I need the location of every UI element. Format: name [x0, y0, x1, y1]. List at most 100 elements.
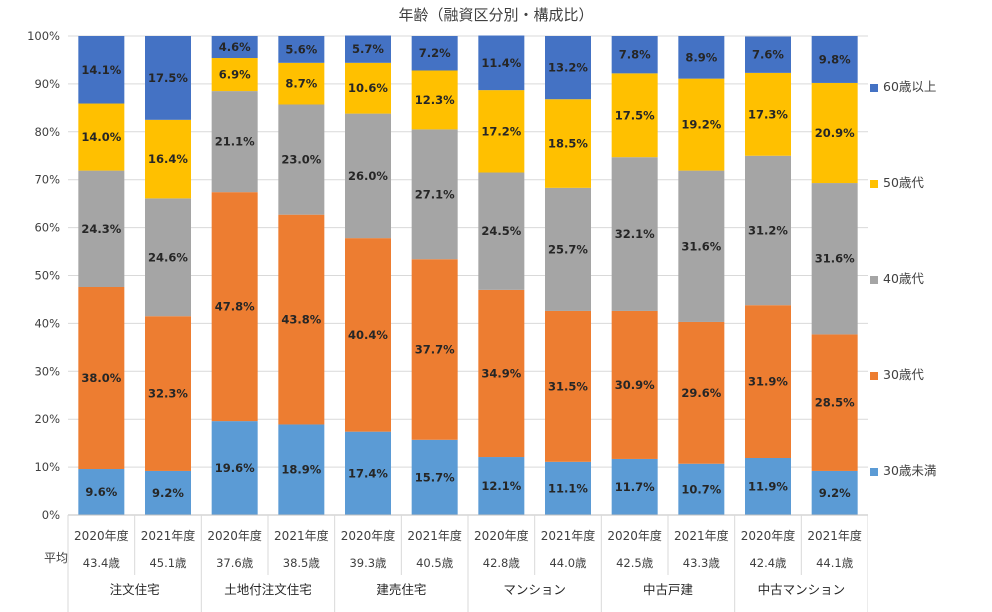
y-tick-label: 50% — [34, 269, 60, 283]
data-label: 15.7% — [415, 470, 455, 484]
x-category-label: 2020年度 — [207, 528, 262, 543]
average-age-label: 42.4歳 — [749, 556, 787, 570]
y-tick-label: 80% — [34, 125, 60, 139]
bar-segment — [745, 305, 791, 458]
data-label: 8.9% — [685, 50, 717, 64]
bar-segment — [478, 289, 525, 458]
average-age-label: 37.6歳 — [216, 556, 254, 570]
data-label: 17.3% — [748, 107, 788, 121]
data-label: 24.3% — [81, 222, 121, 236]
y-tick-label: 60% — [34, 221, 60, 235]
bar-segment — [611, 458, 658, 515]
average-age-label: 43.3歳 — [683, 556, 721, 570]
x-category-label: 2021年度 — [274, 528, 329, 543]
bar-segment — [678, 321, 725, 464]
average-age-label: 39.3歳 — [349, 556, 387, 570]
bar-segment — [345, 62, 391, 114]
average-age-label: 44.0歳 — [549, 556, 587, 570]
data-label: 7.6% — [752, 48, 784, 62]
data-label: 17.5% — [148, 71, 188, 85]
data-label: 31.2% — [748, 223, 788, 237]
data-label: 17.4% — [348, 466, 388, 480]
bar-segment — [211, 192, 258, 422]
bar-segment — [678, 463, 725, 515]
data-label: 19.6% — [215, 461, 255, 475]
data-label: 21.1% — [215, 135, 255, 149]
legend-label: 30歳代 — [883, 367, 924, 382]
legend-label: 40歳代 — [883, 271, 924, 286]
data-label: 38.0% — [81, 371, 121, 385]
bar-segment — [811, 334, 858, 471]
bar-segment — [545, 36, 591, 100]
bar-segment — [278, 36, 325, 63]
data-label: 30.9% — [615, 378, 655, 392]
data-label: 31.6% — [815, 252, 855, 266]
legend-swatch — [870, 467, 878, 476]
legend-item: 30歳未満 — [870, 460, 936, 479]
legend-swatch — [870, 179, 878, 188]
data-label: 34.9% — [481, 366, 521, 380]
bar-segment — [278, 62, 325, 105]
average-age-label: 40.5歳 — [416, 556, 454, 570]
legend: 60歳以上 50歳代 40歳代 30歳代 30歳未満 — [870, 0, 990, 612]
data-label: 11.9% — [748, 479, 788, 493]
bar-segment — [211, 91, 258, 193]
data-label: 11.7% — [615, 480, 655, 494]
x-category-label: 2020年度 — [474, 528, 529, 543]
bar-segment — [478, 457, 525, 515]
bar-segment — [478, 172, 525, 290]
average-age-label: 43.4歳 — [83, 556, 121, 570]
bar-segment — [678, 36, 725, 79]
average-age-label: 42.8歳 — [483, 556, 521, 570]
y-tick-label: 0% — [42, 508, 60, 522]
data-label: 7.8% — [619, 48, 651, 62]
y-tick-label: 10% — [34, 460, 60, 474]
legend-label: 60歳以上 — [883, 79, 937, 94]
data-label: 18.5% — [548, 137, 588, 151]
y-tick-label: 40% — [34, 316, 60, 330]
stacked-bar-chart: 9.6% 38.0% 24.3% 14.0% 14.1% 9.2% 32.3% 24.6% 16… — [27, 29, 868, 612]
x-category-label: 2020年度 — [341, 528, 396, 543]
data-label: 9.2% — [152, 486, 184, 500]
data-label: 8.7% — [285, 77, 317, 91]
bar-segment — [145, 119, 191, 199]
legend-item: 50歳代 — [870, 172, 924, 191]
bar-segment — [545, 99, 591, 188]
legend-swatch — [870, 275, 878, 284]
average-age-label: 45.1歳 — [149, 556, 187, 570]
y-tick-label: 20% — [34, 412, 60, 426]
bar-segment — [78, 103, 125, 171]
bar-segment — [811, 183, 858, 335]
data-label: 11.4% — [481, 56, 521, 70]
bar-segment — [78, 36, 125, 104]
data-label: 43.8% — [281, 313, 321, 327]
data-label: 10.6% — [348, 81, 388, 95]
legend-item: 60歳以上 — [870, 76, 936, 95]
bar-segment — [211, 36, 258, 59]
data-label: 28.5% — [815, 396, 855, 410]
data-label: 19.2% — [681, 118, 721, 132]
bar-segment — [411, 129, 458, 260]
data-label: 9.6% — [85, 485, 117, 499]
group-label: 注文住宅 — [110, 582, 160, 597]
data-label: 12.1% — [481, 479, 521, 493]
bar-segment — [611, 36, 658, 74]
data-label: 4.6% — [219, 40, 251, 54]
bar-segment — [611, 73, 658, 158]
data-label: 32.3% — [148, 387, 188, 401]
data-label: 37.7% — [415, 343, 455, 357]
data-label: 16.4% — [148, 152, 188, 166]
bar-segment — [345, 113, 391, 239]
x-category-label: 2021年度 — [807, 528, 862, 543]
bar-segment — [345, 238, 391, 432]
bar-segment — [611, 157, 658, 311]
average-age-label: 38.5歳 — [283, 556, 321, 570]
data-label: 13.2% — [548, 61, 588, 75]
data-label: 12.3% — [415, 93, 455, 107]
bar-segment — [411, 259, 458, 440]
bar-segment — [145, 470, 191, 515]
data-label: 5.6% — [285, 42, 317, 56]
data-label: 10.7% — [681, 482, 721, 496]
bar-segment — [811, 36, 858, 83]
data-label: 25.7% — [548, 242, 588, 256]
